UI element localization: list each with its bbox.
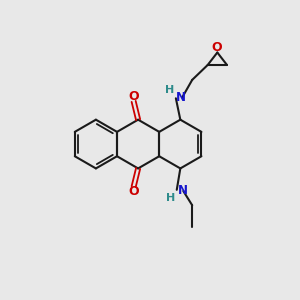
- Text: H: H: [166, 193, 176, 203]
- Text: O: O: [128, 90, 139, 104]
- Text: O: O: [128, 185, 139, 198]
- Text: H: H: [165, 85, 174, 95]
- Text: N: N: [176, 91, 186, 104]
- Text: O: O: [212, 41, 222, 54]
- Text: N: N: [178, 184, 188, 197]
